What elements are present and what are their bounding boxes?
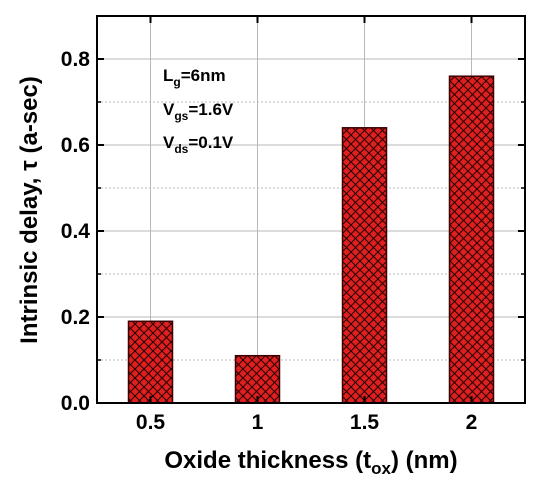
y-tick-label: 0.2 bbox=[61, 306, 90, 329]
annotation-vgs: Vgs=1.6V bbox=[163, 100, 234, 123]
annotation-vds: Vds=0.1V bbox=[163, 133, 234, 156]
y-tick-label: 0.6 bbox=[61, 134, 90, 157]
y-tick-label: 0.0 bbox=[61, 392, 90, 415]
plot-frame bbox=[96, 15, 526, 404]
x-tick-label: 0.5 bbox=[136, 411, 166, 434]
bar-1.5 bbox=[341, 127, 388, 404]
x-axis: 0.5 1 1.5 2 bbox=[136, 16, 477, 434]
y-tick-label: 0.8 bbox=[61, 48, 91, 71]
x-tick-label: 1 bbox=[252, 411, 264, 434]
x-tick-label: 1.5 bbox=[350, 411, 380, 434]
bar-2 bbox=[448, 75, 495, 404]
bars bbox=[127, 75, 495, 404]
x-axis-title: Oxide thickness (tox) (nm) bbox=[164, 447, 457, 478]
annotation-lg: Lg=6nm bbox=[163, 66, 226, 89]
bar-1 bbox=[234, 354, 281, 404]
y-tick-label: 0.4 bbox=[61, 220, 91, 243]
y-axis: 0.0 0.2 0.4 0.6 0.8 bbox=[61, 15, 525, 415]
annotation-block: Lg=6nm Vgs=1.6V Vds=0.1V bbox=[163, 66, 234, 156]
y-axis-title: Intrinsic delay, τ (a-sec) bbox=[16, 76, 43, 344]
x-tick-label: 2 bbox=[466, 411, 478, 434]
bar-0.5 bbox=[127, 320, 174, 404]
